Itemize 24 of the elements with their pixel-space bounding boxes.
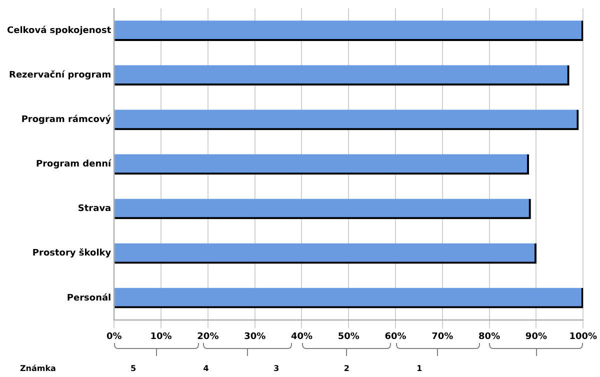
text: 1: [416, 364, 422, 374]
x-tick-label: 60%: [384, 332, 406, 342]
x-tick-label: 0%: [106, 332, 122, 342]
x-tick-label: 50%: [338, 332, 360, 342]
text: 2: [344, 364, 350, 374]
text: 3: [274, 364, 280, 374]
y-tick-label: Rezervační program: [9, 70, 112, 81]
y-tick-label: Prostory školky: [32, 248, 112, 259]
text: Známka: [20, 364, 56, 374]
x-tick-label: 10%: [150, 332, 172, 342]
y-tick-label: Program denní: [36, 158, 112, 170]
x-tick-label: 90%: [525, 332, 547, 342]
x-tick-label: 100%: [569, 332, 598, 342]
y-tick-label: Celková spokojenost: [6, 25, 112, 36]
y-tick-label: Strava: [78, 204, 112, 214]
text: 5: [130, 364, 136, 374]
y-tick-label: Personál: [66, 292, 112, 304]
x-tick-label: 80%: [478, 332, 500, 342]
x-tick-label: 40%: [290, 332, 312, 342]
y-tick-label: Program rámcový: [21, 114, 112, 126]
x-tick-label: 20%: [197, 332, 219, 342]
text: 4: [203, 364, 209, 374]
x-tick-label: 70%: [432, 332, 454, 342]
x-tick-label: 30%: [244, 332, 266, 342]
